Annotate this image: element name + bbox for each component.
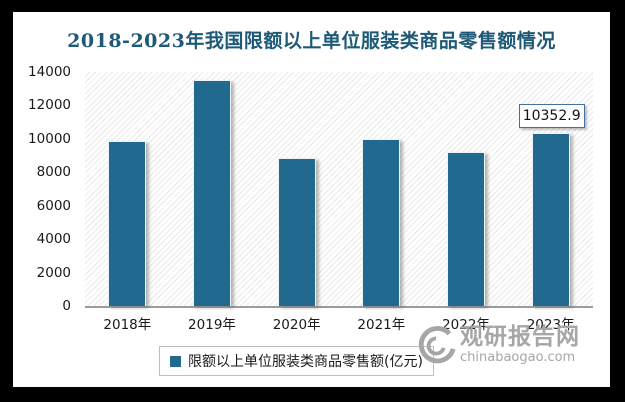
plot-area: 10352.9: [85, 72, 593, 308]
x-axis-tick-label: 2019年: [188, 317, 236, 333]
watermark-logo: [418, 326, 456, 364]
legend-marker: [170, 355, 181, 367]
bar-2018: [108, 141, 147, 306]
chart-content: 2018-2023年我国限额以上单位服装类商品零售额情况 0 2000 4000 60…: [13, 12, 610, 387]
watermark-text: 观研报告网 chinabaogao.com: [460, 324, 580, 366]
x-axis-tick-label: 2020年: [272, 317, 321, 333]
y-axis-tick-label: 14000: [28, 64, 71, 80]
y-axis-tick-label: 6000: [36, 197, 71, 214]
y-axis-tick-label: 0: [62, 298, 71, 314]
x-axis: 2018年 2019年 2020年 2021年 2022年 2023年: [85, 313, 593, 333]
y-axis: 0 2000 4000 6000 8000 10000 12000 14000: [13, 64, 71, 314]
bar-2021: [362, 139, 401, 306]
bar-2020: [277, 158, 316, 306]
watermark-name: 观研报告网: [460, 324, 580, 350]
x-axis-tick-label: 2018年: [103, 317, 152, 333]
watermark: 观研报告网 chinabaogao.com: [415, 324, 580, 368]
bar-2019: [193, 80, 231, 306]
watermark-domain: chinabaogao.com: [460, 350, 576, 365]
chart-title: 2018-2023年我国限额以上单位服装类商品零售额情况: [67, 30, 556, 52]
bar-2022: [447, 151, 485, 306]
bar-2023: [531, 132, 570, 306]
y-axis-tick-label: 2000: [36, 264, 71, 281]
y-axis-tick-label: 8000: [36, 164, 71, 181]
y-axis-tick-label: 12000: [28, 97, 71, 114]
x-axis-tick-label: 2022年: [442, 317, 490, 333]
legend-label: 限额以上单位服装类商品零售额(亿元): [188, 354, 423, 370]
legend: 限额以上单位服装类商品零售额(亿元): [159, 346, 434, 376]
y-axis-tick-label: 10000: [28, 130, 71, 147]
x-axis-tick-label: 2021年: [357, 317, 406, 333]
x-axis-tick-label: 2023年: [526, 317, 575, 333]
data-value-label: 10352.9: [518, 103, 585, 128]
y-axis-tick-label: 4000: [36, 231, 71, 248]
